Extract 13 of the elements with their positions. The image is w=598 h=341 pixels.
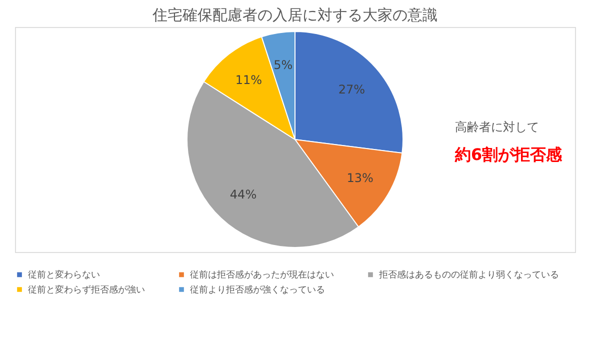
- text: 約6割が拒否感: [454, 145, 564, 164]
- data-label: 27%: [338, 82, 366, 97]
- data-label: 13%: [346, 170, 374, 185]
- data-label: 44%: [230, 188, 257, 202]
- legend-label: 従前より拒否感が強くなっている: [190, 284, 325, 296]
- legend-label: 従前は拒否感があったが現在はない: [190, 270, 334, 281]
- legend-label: 従前と変わらず拒否感が強い: [28, 284, 145, 296]
- data-label: 5%: [274, 58, 293, 72]
- legend-label: 拒否感はあるものの従前より弱くなっている: [378, 270, 559, 281]
- chart-title: 住宅確保配慮者の入居に対する大家の意識: [152, 6, 438, 24]
- text: 高齢者に対して: [455, 120, 539, 134]
- data-label: 11%: [235, 72, 262, 87]
- legend-label: 従前と変わらない: [28, 270, 100, 281]
